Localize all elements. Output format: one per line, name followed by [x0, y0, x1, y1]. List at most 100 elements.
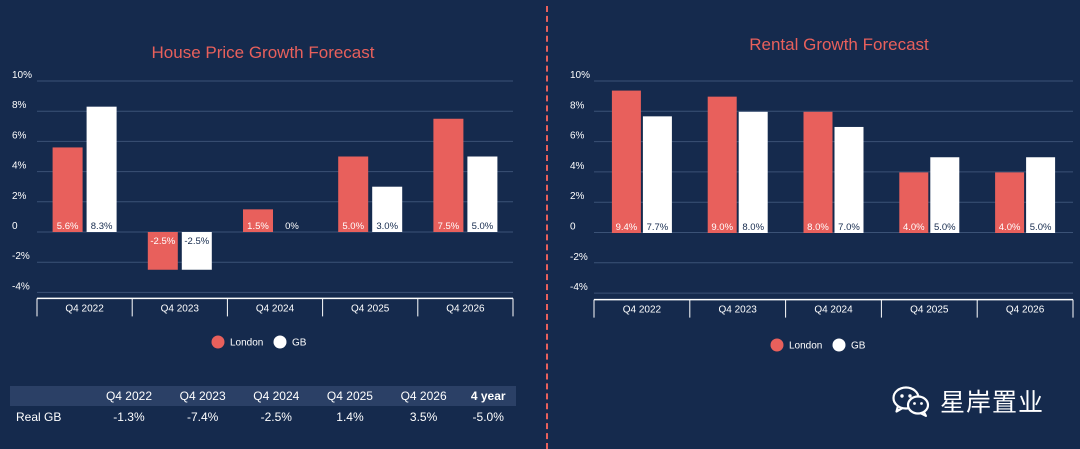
bar-london	[147, 232, 178, 270]
chart-title: Rental Growth Forecast	[749, 35, 929, 54]
bar-gb	[834, 126, 864, 233]
data-label-london: 5.0%	[342, 221, 364, 232]
table-header-cell: 4 year	[460, 386, 516, 406]
legend-label-gb: GB	[292, 338, 307, 349]
table-cell: -2.5%	[260, 410, 292, 424]
legend-swatch-london	[770, 338, 784, 352]
rental-panel: Rental Growth Forecast 10% 8% 6% 4% 2% 0 -2% -4%…	[548, 0, 1080, 449]
table-row-label: Real GB	[16, 410, 62, 424]
data-label-london: 5.6%	[57, 221, 79, 232]
data-label-london: 4.0%	[999, 222, 1021, 233]
data-label-london: 4.0%	[903, 222, 925, 233]
bar-gb	[86, 106, 117, 232]
bar-london	[899, 172, 929, 233]
legend-swatch-gb	[832, 338, 846, 352]
y-tick-label: 0	[570, 222, 576, 233]
bar-london	[243, 209, 273, 232]
x-tick-label: Q4 2026	[446, 303, 485, 314]
data-label-london: -2.5%	[150, 236, 175, 247]
bar-london	[338, 156, 369, 232]
x-tick-label: Q4 2022	[623, 305, 662, 316]
data-label-gb: 7.0%	[838, 222, 860, 233]
wechat-icon	[892, 386, 930, 417]
table-header-cell: Q4 2024	[239, 386, 314, 406]
data-label-gb: 0%	[285, 221, 299, 232]
legend-swatch-gb	[273, 335, 287, 349]
table-cell: -7.4%	[186, 410, 219, 424]
y-tick-label: 6%	[12, 130, 27, 141]
bar-london	[707, 96, 737, 234]
house-price-chart: House Price Growth Forecast 10% 8% 6% 4% 2% 0 -…	[12, 43, 514, 349]
y-tick-label: 6%	[570, 131, 585, 142]
y-tick-label: 4%	[570, 161, 585, 172]
chart-title: House Price Growth Forecast	[152, 43, 375, 62]
y-tick-label: 10%	[570, 70, 590, 81]
table-header-cell: Q4 2022	[92, 386, 166, 406]
legend-swatch-london	[211, 335, 225, 349]
y-tick-label: -2%	[12, 251, 30, 262]
table-header-row: Q4 2022 Q4 2023 Q4 2024 Q4 2025 Q4 2026 …	[10, 386, 516, 406]
y-tick-label: 4%	[12, 161, 27, 172]
house-price-panel: House Price Growth Forecast 10% 8% 6% 4% 2% 0 -…	[10, 43, 516, 428]
data-label-gb: -2.5%	[184, 236, 209, 247]
table-row: Real GB -1.3% -7.4% -2.5% 1.4% 3.5% -5.0…	[10, 406, 516, 428]
x-tick-label: Q4 2026	[1006, 305, 1045, 316]
legend-label-london: London	[230, 338, 263, 349]
y-tick-label: 10%	[12, 70, 32, 81]
x-tick-label: Q4 2025	[910, 305, 949, 316]
y-tick-label: -4%	[570, 282, 588, 293]
data-label-gb: 5.0%	[1030, 222, 1052, 233]
y-tick-label: -2%	[570, 252, 588, 263]
table-header-cell: Q4 2023	[165, 386, 240, 406]
legend-label-london: London	[789, 341, 822, 352]
x-tick-label: Q4 2023	[161, 303, 200, 314]
y-tick-label: 2%	[570, 191, 585, 202]
x-tick-label: Q4 2025	[351, 303, 390, 314]
watermark-text: 星岸置业	[939, 388, 1044, 417]
bar-gb	[1026, 157, 1056, 233]
y-tick-label: 2%	[12, 191, 27, 202]
data-label-gb: 8.3%	[91, 221, 113, 232]
x-tick-label: Q4 2023	[719, 305, 758, 316]
table-cell: 3.5%	[409, 410, 438, 424]
real-gb-table: Q4 2022 Q4 2023 Q4 2024 Q4 2025 Q4 2026 …	[10, 386, 516, 428]
x-tick-label: Q4 2022	[65, 303, 104, 314]
legend-label-gb: GB	[851, 341, 866, 352]
bar-london	[611, 90, 641, 233]
bar-gb	[372, 186, 403, 232]
data-label-london: 7.5%	[438, 221, 460, 232]
panel-divider	[546, 6, 548, 449]
bar-london	[433, 118, 464, 232]
data-label-gb: 7.7%	[647, 222, 669, 233]
table-header-cell: Q4 2026	[386, 386, 461, 406]
rental-chart: Rental Growth Forecast 10% 8% 6% 4% 2% 0 -2% -4%…	[570, 35, 1074, 352]
data-label-london: 9.4%	[616, 222, 638, 233]
data-label-london: 9.0%	[711, 222, 733, 233]
y-tick-label: 0	[12, 221, 18, 232]
x-tick-label: Q4 2024	[256, 303, 295, 314]
table-cell: -1.3%	[113, 410, 145, 424]
watermark: 星岸置业	[892, 383, 1044, 419]
bar-london	[995, 172, 1025, 233]
data-label-gb: 5.0%	[934, 222, 956, 233]
data-label-gb: 8.0%	[742, 222, 764, 233]
bar-gb	[738, 111, 768, 233]
bar-gb	[642, 116, 672, 233]
data-label-london: 1.5%	[247, 221, 269, 232]
x-tick-label: Q4 2024	[814, 305, 853, 316]
y-tick-label: -4%	[12, 281, 30, 292]
data-label-london: 8.0%	[807, 222, 829, 233]
table-header-cell: Q4 2025	[313, 386, 387, 406]
bar-london	[803, 111, 833, 233]
bar-gb	[930, 157, 960, 233]
y-tick-label: 8%	[12, 100, 27, 111]
bar-london	[52, 147, 83, 232]
table-header-cell	[10, 386, 93, 406]
data-label-gb: 3.0%	[376, 221, 398, 232]
bar-gb	[467, 156, 498, 232]
bar-gb	[181, 232, 212, 270]
y-tick-label: 8%	[570, 100, 585, 111]
data-label-gb: 5.0%	[472, 221, 494, 232]
table-cell: -5.0%	[472, 410, 504, 424]
table-cell: 1.4%	[336, 410, 364, 424]
